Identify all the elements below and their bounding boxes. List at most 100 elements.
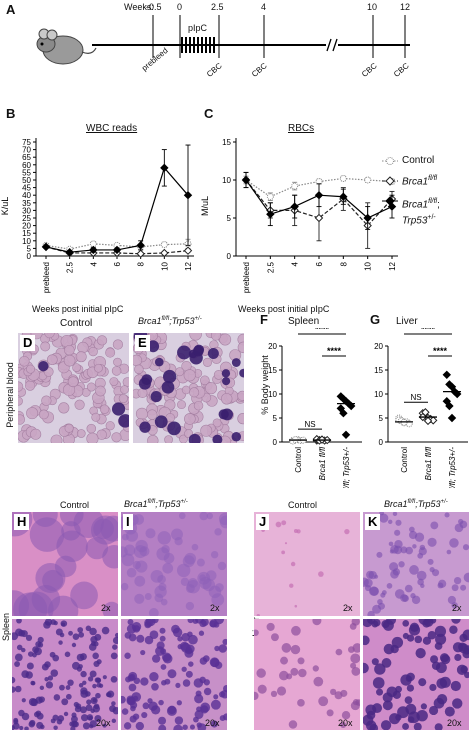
liver-data-point (423, 416, 433, 426)
tissue-cell (222, 638, 227, 645)
tissue-cell (197, 723, 207, 730)
wbc-y-tick-label: 55 (22, 168, 31, 177)
tissue-cell (78, 664, 83, 669)
wbc-y-tick-label: 75 (22, 138, 31, 147)
tissue-cell (406, 672, 415, 682)
red-blood-cell (181, 385, 191, 395)
wbc-data-point (183, 190, 193, 200)
liver-category-label: Brca1 fl/fl; Trp53+/- (448, 447, 457, 488)
tissue-cell (156, 641, 165, 650)
red-blood-cell (58, 402, 70, 414)
spleen-data-point (341, 430, 351, 440)
tissue-cell (136, 634, 145, 643)
tissue-cell (449, 538, 459, 548)
red-blood-cell (118, 393, 128, 404)
tissue-cell (12, 676, 16, 684)
spleen-ns-label: NS (304, 420, 315, 429)
tissue-cell (140, 649, 146, 656)
red-blood-cell (77, 341, 89, 354)
tissue-cell (89, 720, 97, 728)
tissue-cell (105, 692, 112, 698)
tissue-cell (206, 512, 214, 520)
tissue-cell (381, 590, 387, 595)
tissue-background (254, 512, 360, 616)
red-blood-cell (30, 428, 42, 440)
tissue-cell (70, 715, 78, 723)
red-blood-cell (26, 364, 36, 374)
red-blood-cell (72, 363, 81, 372)
tissue-cell (389, 549, 394, 554)
red-blood-cell (205, 382, 218, 395)
tissue-cell (185, 601, 195, 611)
tissue-cell (68, 630, 73, 636)
red-blood-cell (24, 380, 36, 391)
red-blood-cell (88, 346, 98, 357)
magnification-label: 2x (452, 603, 462, 613)
tissue-cell (35, 710, 42, 717)
tissue-cell (85, 691, 91, 697)
red-blood-cell (86, 382, 96, 392)
tissue-cell (158, 724, 167, 730)
tissue-cell (369, 723, 379, 730)
panel-letter-k: K (365, 514, 381, 530)
tissue-cell (203, 679, 210, 686)
white-blood-cell (221, 369, 231, 378)
red-blood-cell (210, 333, 222, 341)
tissue-cell (176, 700, 182, 706)
tissue-cell (341, 711, 351, 720)
tissue-cell (289, 583, 294, 588)
red-blood-cell (177, 400, 186, 410)
tissue-cell (110, 652, 118, 660)
week-tick-label: 4 (261, 2, 267, 12)
red-blood-cell (184, 413, 196, 425)
red-blood-cell (18, 396, 23, 406)
tissue-cell (386, 583, 393, 589)
tissue-cell (151, 682, 159, 691)
tissue-cell (409, 526, 415, 533)
red-blood-cell (237, 413, 244, 425)
legend-label-control: Control (402, 155, 435, 166)
tissue-cell (151, 654, 161, 663)
wbc-x-axis-label: Weeks post initial pIpC (32, 304, 124, 314)
tissue-cell (182, 679, 191, 687)
white-blood-cell (138, 377, 151, 390)
tissue-cell (160, 598, 168, 606)
tissue-cell (162, 562, 174, 574)
tissue-cell (363, 577, 369, 587)
weeks-label: Weeks: (124, 2, 154, 12)
tissue-cell (111, 718, 117, 724)
tissue-cell (377, 599, 383, 605)
tissue-cell (326, 709, 334, 717)
legend-label-brca-trp: Brca1fl/fl; Trp53+/- (402, 198, 440, 227)
tissue-cell (133, 545, 147, 559)
tissue-cell (72, 633, 80, 640)
tissue-cell (92, 698, 97, 703)
tissue-cell (404, 584, 413, 593)
tissue-cell (80, 670, 87, 678)
wbc-data-point (160, 241, 168, 249)
wbc-y-tick-label: 45 (22, 184, 31, 193)
tissue-cell (202, 578, 216, 592)
wbc-y-tick-label: 35 (22, 199, 31, 208)
liver-data-point (445, 401, 454, 411)
tissue-cell (167, 669, 177, 679)
tissue-cell (56, 718, 63, 725)
red-blood-cell (63, 354, 76, 367)
tissue-cell (198, 630, 205, 636)
tissue-cell (290, 667, 299, 676)
tissue-cell (214, 619, 225, 625)
rbc-x-axis-label: Weeks post initial pIpC (238, 304, 330, 314)
tissue-cell (18, 709, 25, 717)
tissue-cell (452, 698, 463, 709)
tissue-cell (215, 583, 224, 592)
magnification-label: 2x (210, 603, 220, 613)
tissue-cell (32, 512, 58, 527)
tissue-cell (195, 619, 204, 624)
red-blood-cell (111, 432, 122, 443)
wbc-y-tick-label: 30 (22, 206, 31, 215)
magnification-label: 20x (96, 718, 111, 728)
tissue-cell (121, 582, 129, 591)
tissue-cell (414, 635, 423, 644)
red-blood-cell (109, 377, 119, 387)
tissue-cell (65, 693, 72, 700)
